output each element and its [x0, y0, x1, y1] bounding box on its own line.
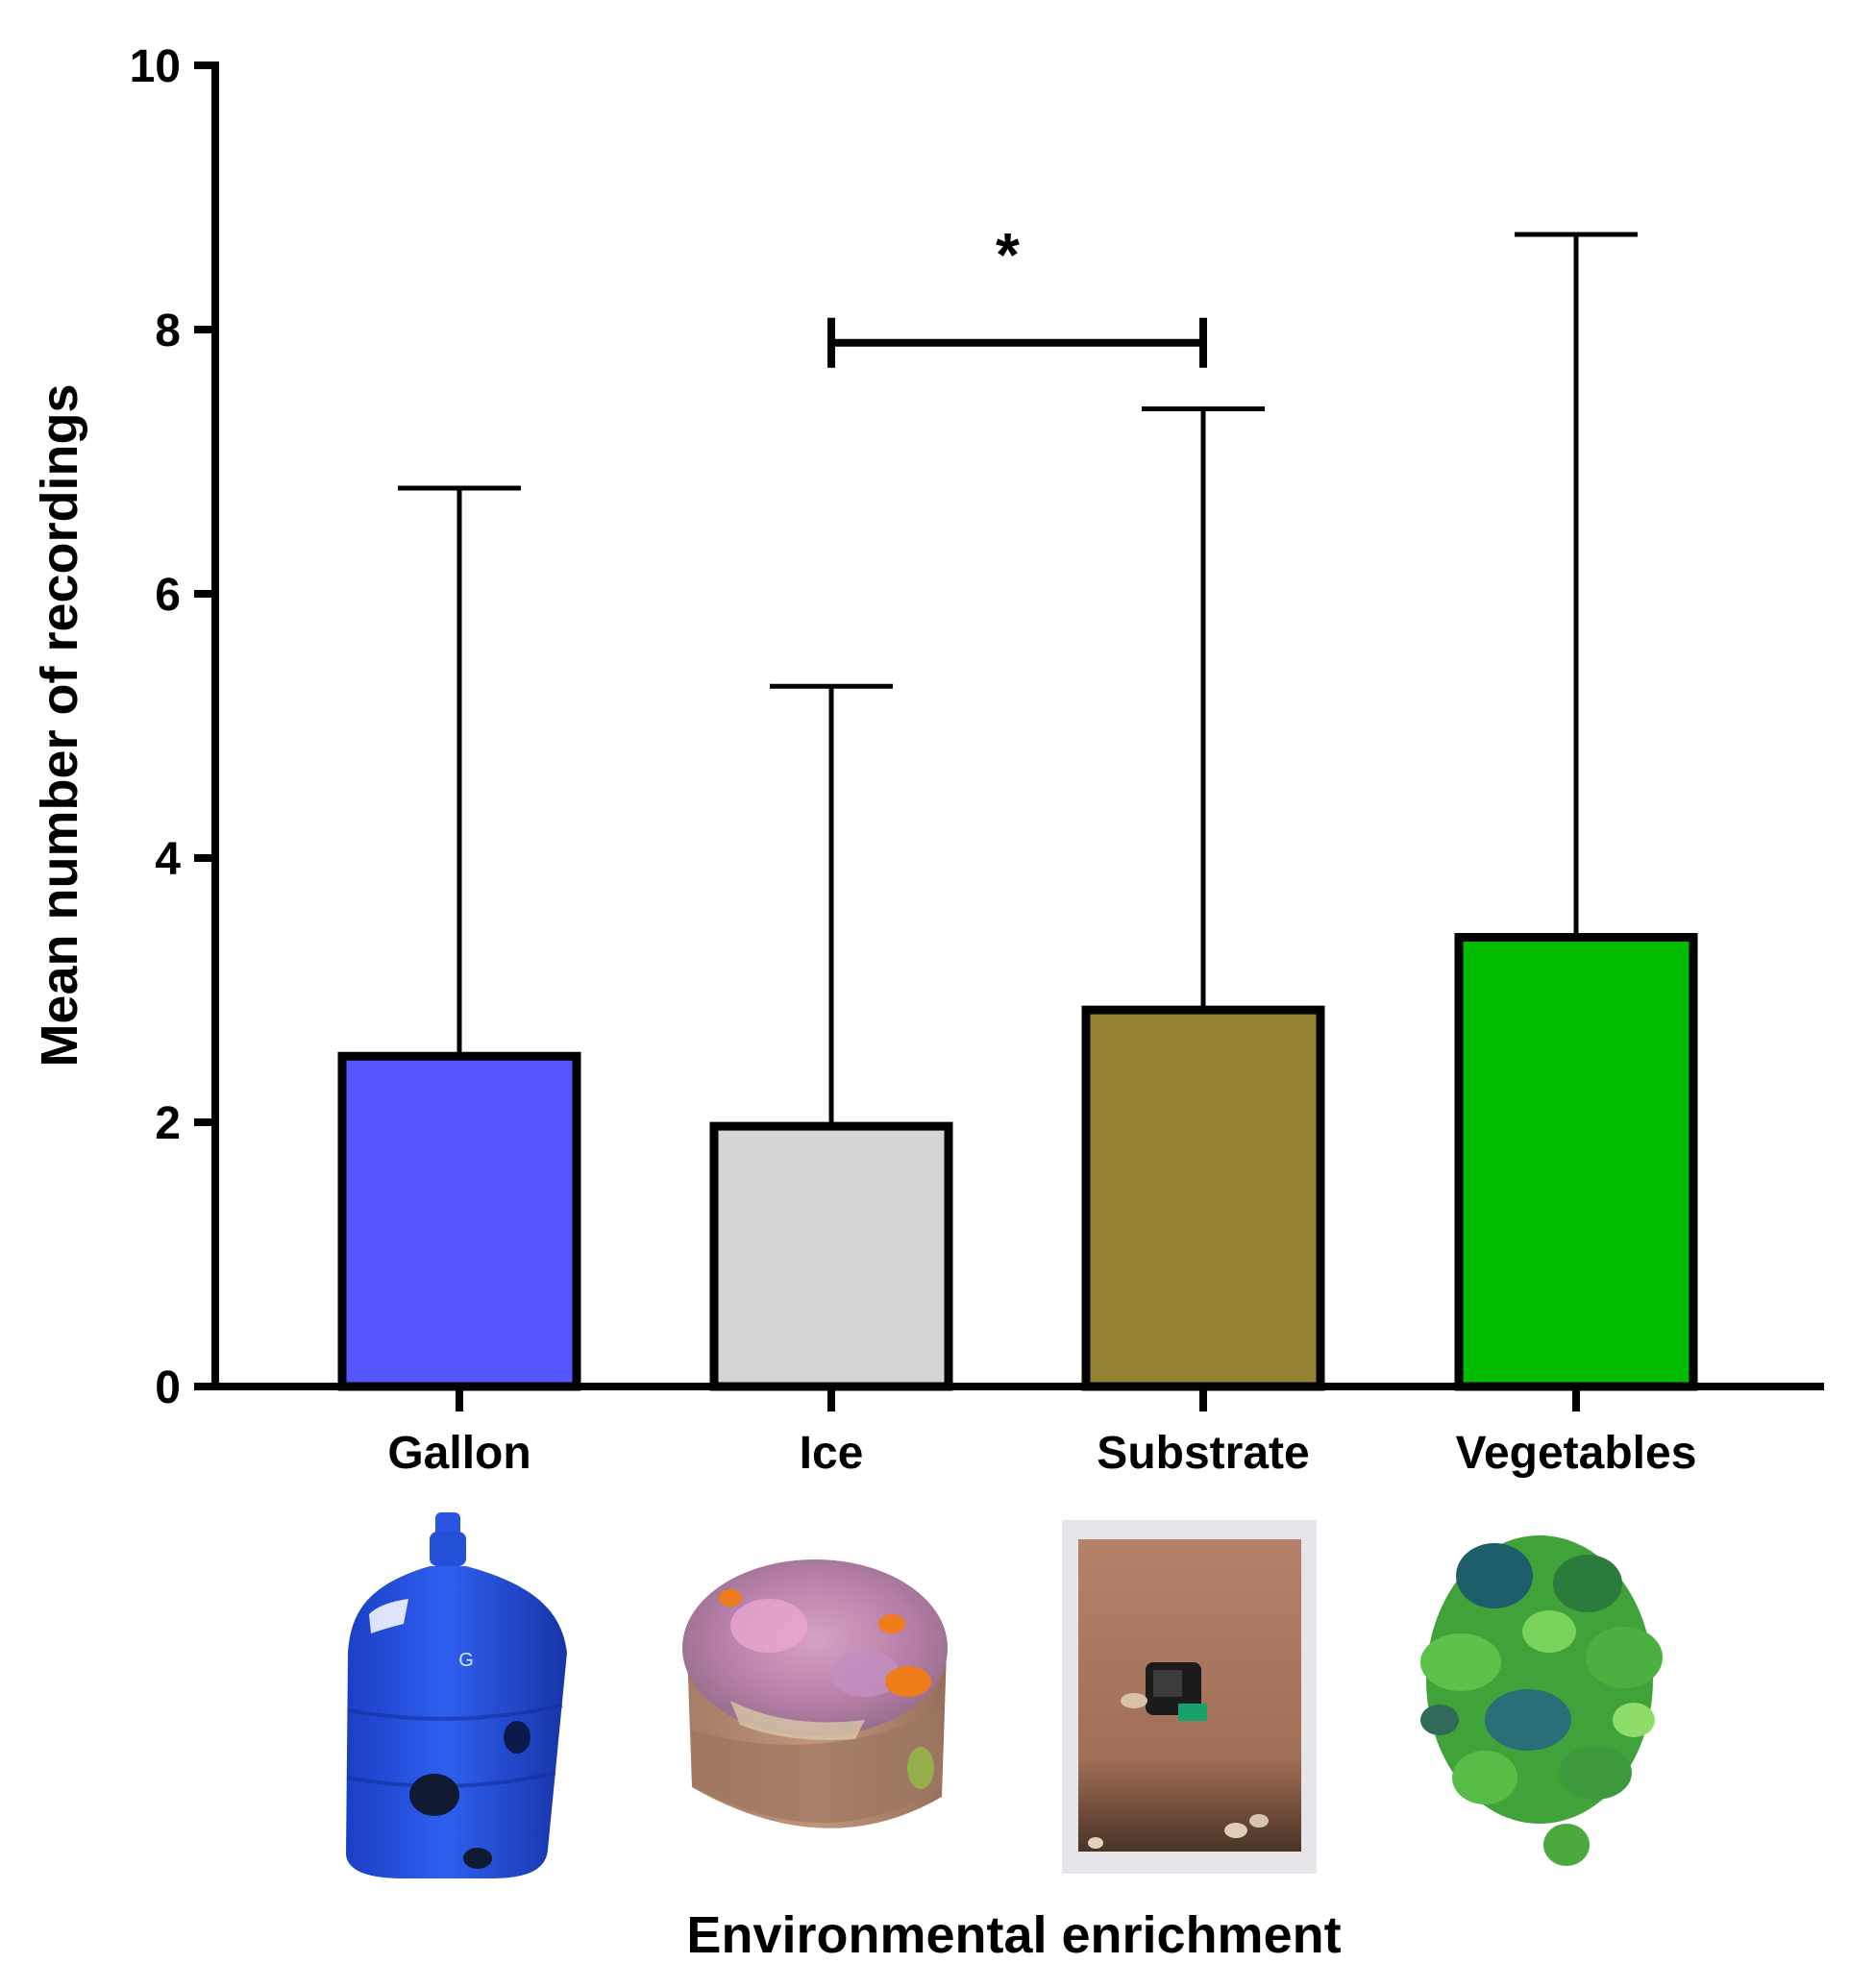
x-tick-label-substrate: Substrate — [1097, 1428, 1309, 1479]
y-tick-label-5: 10 — [130, 41, 181, 92]
x-tick-label-gallon: Gallon — [387, 1428, 530, 1479]
y-tick-label-3: 6 — [155, 570, 181, 621]
y-tick-label-0: 0 — [155, 1362, 181, 1413]
x-axis-title: Environmental enrichment — [686, 1906, 1341, 1964]
bar-ice — [709, 1121, 953, 1391]
substrate-image — [1062, 1520, 1317, 1874]
x-tick-label-vegetables: Vegetables — [1456, 1428, 1697, 1479]
y-tick-label-1: 2 — [155, 1098, 181, 1149]
error-bars — [398, 232, 1638, 1127]
bar-substrate — [1081, 1005, 1325, 1391]
sig-label-0: * — [996, 220, 1020, 289]
y-ticks: 0 2 4 6 8 10 — [130, 41, 215, 1413]
ice-image — [682, 1559, 948, 1828]
x-tick-label-ice: Ice — [800, 1428, 864, 1479]
svg-text:G: G — [458, 1650, 474, 1671]
bar-vegetables — [1454, 933, 1698, 1391]
y-tick-label-2: 4 — [155, 834, 181, 885]
bar-gallon — [337, 1051, 581, 1391]
vegetables-image — [1420, 1535, 1663, 1866]
category-images: G — [346, 1512, 1663, 1878]
y-axis-title: Mean number of recordings — [31, 383, 88, 1067]
y-tick-label-4: 8 — [155, 306, 181, 356]
gallon-image: G — [346, 1512, 567, 1878]
x-ticks: Gallon Ice Substrate Vegetables — [387, 1387, 1696, 1479]
bars — [337, 933, 1698, 1391]
significance-bracket: * — [827, 220, 1207, 368]
